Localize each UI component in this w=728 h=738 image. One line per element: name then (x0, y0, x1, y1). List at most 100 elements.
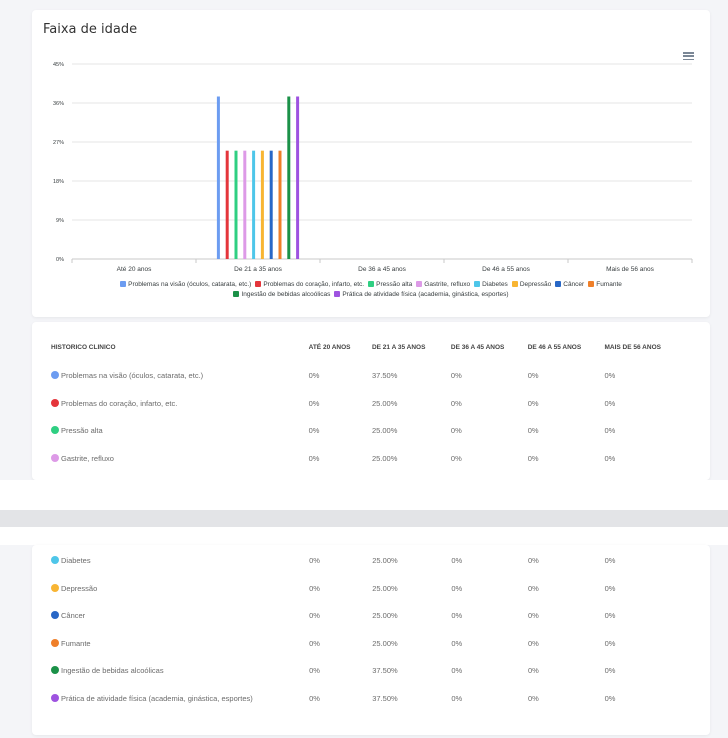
legend-label: Depressão (519, 281, 552, 288)
bar[interactable] (216, 96, 220, 260)
bar[interactable] (243, 150, 247, 259)
legend-label: Gastrite, refluxo (424, 281, 471, 288)
row-label-cell: Problemas do coração, infarto, etc. (51, 390, 309, 418)
table-cell: 25.00% (372, 556, 398, 566)
table-cell: 0% (309, 611, 320, 621)
chart-legend: Problemas na visão (óculos, catarata, et… (32, 280, 710, 300)
legend-swatch (233, 291, 240, 297)
bar[interactable] (260, 150, 264, 259)
y-tick-label: 45% (53, 62, 64, 68)
table-header: DE 21 A 35 ANOS (371, 343, 426, 351)
table-cell: 0% (450, 453, 462, 463)
table-row: Gastrite, refluxo 0% 25.00% 0% 0% 0% (51, 445, 691, 473)
bar[interactable] (225, 150, 229, 259)
table-cell: 0% (604, 453, 616, 463)
table-cell: 0% (604, 583, 616, 593)
table-card-bottom: Diabetes 0% 25.00% 0% 0% 0% Depressão 0% 25.00% 0… (32, 545, 710, 735)
x-tick-label: Até 20 anos (117, 266, 152, 273)
table-header: DE 36 A 45 ANOS (450, 343, 505, 351)
legend-item[interactable]: Prática de atividade física (academia, g… (334, 290, 509, 300)
bar[interactable] (269, 150, 273, 259)
table-cell: 25.00% (371, 398, 398, 408)
table-cell: 0% (451, 583, 463, 593)
table-cell: 0% (604, 638, 616, 648)
color-dot-icon (51, 638, 59, 647)
legend-item[interactable]: Depressão (511, 280, 552, 290)
bar[interactable] (252, 150, 256, 259)
x-tick-label: Mais de 56 anos (606, 266, 654, 273)
hamburger-menu-icon[interactable] (683, 52, 694, 60)
table-cell: 0% (527, 583, 539, 593)
color-dot-icon (51, 666, 59, 675)
table-cell: 25.00% (372, 638, 398, 648)
table-cell: 0% (527, 693, 539, 703)
table-cell: 0% (604, 426, 616, 436)
legend-item[interactable]: Problemas na visão (óculos, catarata, et… (120, 280, 251, 290)
table-cell: 0% (604, 666, 616, 676)
color-dot-icon (51, 693, 59, 702)
legend-swatch (334, 291, 341, 297)
row-label: Ingestão de bebidas alcoólicas (61, 666, 164, 676)
legend-item[interactable]: Gastrite, refluxo (416, 280, 470, 290)
table-cell: 0% (450, 426, 462, 436)
table-cell: 25.00% (371, 453, 398, 463)
row-label: Problemas do coração, infarto, etc. (61, 398, 178, 408)
legend-swatch (511, 281, 518, 287)
bar[interactable] (234, 150, 238, 259)
table-header: ATÉ 20 ANOS (308, 343, 351, 351)
row-label-cell: Câncer (51, 602, 309, 630)
color-dot-icon (51, 611, 59, 620)
table-cell: 0% (527, 638, 539, 648)
legend-label: Ingestão de bebidas alcoólicas (241, 291, 331, 298)
page-gap (0, 527, 728, 545)
legend-item[interactable]: Pressão alta (368, 280, 412, 290)
table-row: Câncer 0% 25.00% 0% 0% 0% (51, 602, 691, 630)
legend-item[interactable]: Diabetes (474, 280, 508, 290)
row-label-cell: Problemas na visão (óculos, catarata, et… (51, 362, 309, 390)
table-cell: 0% (527, 666, 539, 676)
color-dot-icon (51, 398, 59, 407)
row-label: Fumante (61, 638, 91, 648)
legend-swatch (474, 281, 481, 287)
table-cell: 37.50% (372, 666, 398, 676)
row-label: Gastrite, refluxo (61, 453, 114, 463)
color-dot-icon (51, 453, 59, 462)
row-label: Prática de atividade física (academia, g… (61, 693, 253, 703)
table-cell: 0% (450, 398, 462, 408)
row-label: Pressão alta (61, 426, 103, 436)
legend-label: Fumante (596, 281, 622, 288)
color-dot-icon (51, 426, 59, 435)
legend-label: Câncer (563, 281, 585, 288)
table-cell: 0% (527, 611, 539, 621)
legend-item[interactable]: Câncer (555, 280, 584, 290)
x-tick-label: De 46 a 55 anos (482, 266, 530, 273)
bar[interactable] (278, 150, 282, 259)
bar[interactable] (287, 96, 291, 260)
legend-swatch (416, 281, 423, 287)
table-cell: 0% (308, 398, 320, 408)
table-row: Prática de atividade física (academia, g… (51, 685, 691, 713)
table-cell: 25.00% (372, 583, 398, 593)
legend-item[interactable]: Ingestão de bebidas alcoólicas (233, 290, 330, 300)
y-tick-label: 9% (56, 218, 64, 224)
row-label-cell: Ingestão de bebidas alcoólicas (51, 657, 309, 685)
color-dot-icon (51, 556, 59, 565)
color-dot-icon (51, 371, 59, 380)
y-tick-label: 18% (53, 179, 64, 185)
bar[interactable] (296, 96, 300, 260)
table-row: Depressão 0% 25.00% 0% 0% 0% (51, 575, 691, 603)
x-tick-label: De 21 a 35 anos (234, 266, 282, 273)
y-tick-label: 36% (53, 101, 64, 107)
row-label-cell: Prática de atividade física (academia, g… (51, 685, 309, 713)
y-tick-label: 27% (53, 140, 64, 146)
table-cell: 0% (309, 583, 320, 593)
table-cell: 0% (527, 453, 539, 463)
legend-item[interactable]: Problemas do coração, infarto, etc. (255, 280, 364, 290)
table-cell: 0% (308, 371, 320, 381)
table-row: Diabetes 0% 25.00% 0% 0% 0% (51, 547, 691, 575)
legend-item[interactable]: Fumante (588, 280, 622, 290)
table-header: HISTORICO CLINICO (51, 343, 116, 351)
table-cell: 0% (451, 611, 463, 621)
clinical-history-table-continued: Diabetes 0% 25.00% 0% 0% 0% Depressão 0% 25.00% 0… (51, 547, 691, 712)
table-cell: 0% (309, 556, 320, 566)
